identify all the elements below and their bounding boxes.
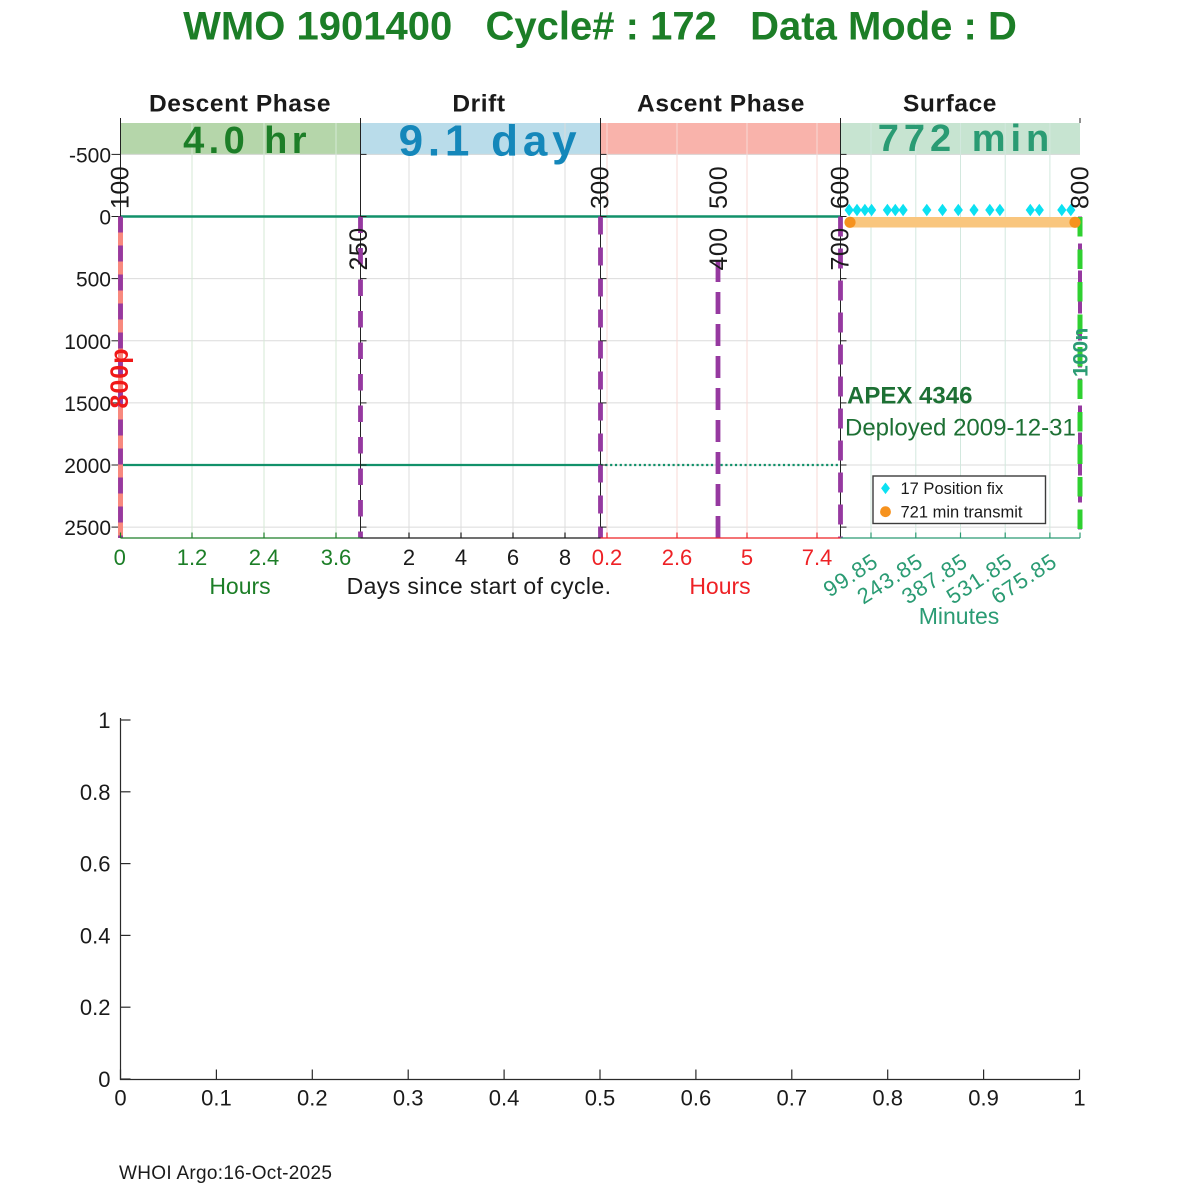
- svg-text:3.6: 3.6: [321, 545, 352, 570]
- svg-text:0.1: 0.1: [201, 1086, 232, 1111]
- svg-text:0: 0: [114, 1086, 126, 1111]
- svg-text:1: 1: [1073, 1086, 1085, 1111]
- svg-text:0.5: 0.5: [585, 1086, 616, 1111]
- svg-text:250: 250: [345, 227, 373, 270]
- svg-text:Surface: Surface: [903, 91, 997, 118]
- svg-text:0.2: 0.2: [297, 1086, 328, 1111]
- svg-text:0.4: 0.4: [489, 1086, 520, 1111]
- svg-text:8: 8: [559, 545, 571, 570]
- svg-text:17 Position fix: 17 Position fix: [901, 480, 1004, 498]
- svg-text:100n: 100n: [1070, 327, 1093, 377]
- svg-text:0: 0: [98, 1067, 110, 1092]
- svg-text:0.8: 0.8: [872, 1086, 903, 1111]
- svg-text:800: 800: [1067, 166, 1095, 209]
- svg-text:400: 400: [705, 227, 733, 270]
- svg-text:1500: 1500: [64, 393, 111, 416]
- svg-text:0: 0: [99, 207, 111, 230]
- svg-text:APEX 4346: APEX 4346: [847, 383, 972, 410]
- svg-text:Hours: Hours: [689, 573, 750, 599]
- svg-text:Minutes: Minutes: [919, 603, 1000, 629]
- svg-text:500: 500: [76, 269, 111, 292]
- svg-text:7.4: 7.4: [802, 545, 833, 570]
- svg-text:9.1 day: 9.1 day: [399, 117, 582, 166]
- svg-text:0.3: 0.3: [393, 1086, 424, 1111]
- svg-text:1.2: 1.2: [177, 545, 208, 570]
- svg-text:700: 700: [827, 227, 855, 270]
- svg-text:100: 100: [107, 166, 135, 209]
- svg-text:Drift: Drift: [452, 91, 505, 118]
- svg-text:0.7: 0.7: [777, 1086, 808, 1111]
- svg-text:300: 300: [587, 166, 615, 209]
- svg-text:Days since start of cycle.: Days since start of cycle.: [347, 573, 612, 599]
- svg-text:721 min transmit: 721 min transmit: [901, 504, 1023, 522]
- svg-text:Descent Phase: Descent Phase: [149, 91, 331, 118]
- svg-text:4: 4: [455, 545, 467, 570]
- svg-text:2000: 2000: [64, 455, 111, 478]
- svg-text:WMO 1901400 Cycle# : 172 D: WMO 1901400 Cycle# : 172 Data Mode : D: [183, 5, 1017, 49]
- svg-text:600: 600: [827, 166, 855, 209]
- svg-text:Deployed 2009-12-31: Deployed 2009-12-31: [845, 415, 1076, 442]
- svg-text:1: 1: [98, 708, 110, 733]
- svg-text:4.0 hr: 4.0 hr: [183, 120, 311, 162]
- svg-text:500: 500: [705, 166, 733, 209]
- svg-text:0: 0: [114, 545, 126, 570]
- svg-text:0.9: 0.9: [968, 1086, 999, 1111]
- svg-text:0.2: 0.2: [80, 995, 111, 1020]
- svg-text:2500: 2500: [64, 517, 111, 540]
- svg-text:-500: -500: [69, 144, 111, 167]
- svg-text:1000: 1000: [64, 331, 111, 354]
- svg-text:0.4: 0.4: [80, 923, 111, 948]
- svg-text:6: 6: [507, 545, 519, 570]
- svg-text:Ascent Phase: Ascent Phase: [637, 91, 805, 118]
- svg-text:0.2: 0.2: [592, 545, 623, 570]
- svg-text:2.6: 2.6: [662, 545, 693, 570]
- svg-text:Hours: Hours: [209, 573, 270, 599]
- svg-text:0.6: 0.6: [80, 852, 111, 877]
- svg-text:800p: 800p: [106, 348, 134, 409]
- svg-text:0.8: 0.8: [80, 780, 111, 805]
- svg-text:0.6: 0.6: [681, 1086, 712, 1111]
- svg-text:2: 2: [403, 545, 415, 570]
- svg-text:2.4: 2.4: [249, 545, 280, 570]
- svg-text:772 min: 772 min: [878, 118, 1055, 160]
- svg-text:WHOI Argo:16-Oct-2025: WHOI Argo:16-Oct-2025: [119, 1163, 332, 1184]
- svg-text:5: 5: [741, 545, 753, 570]
